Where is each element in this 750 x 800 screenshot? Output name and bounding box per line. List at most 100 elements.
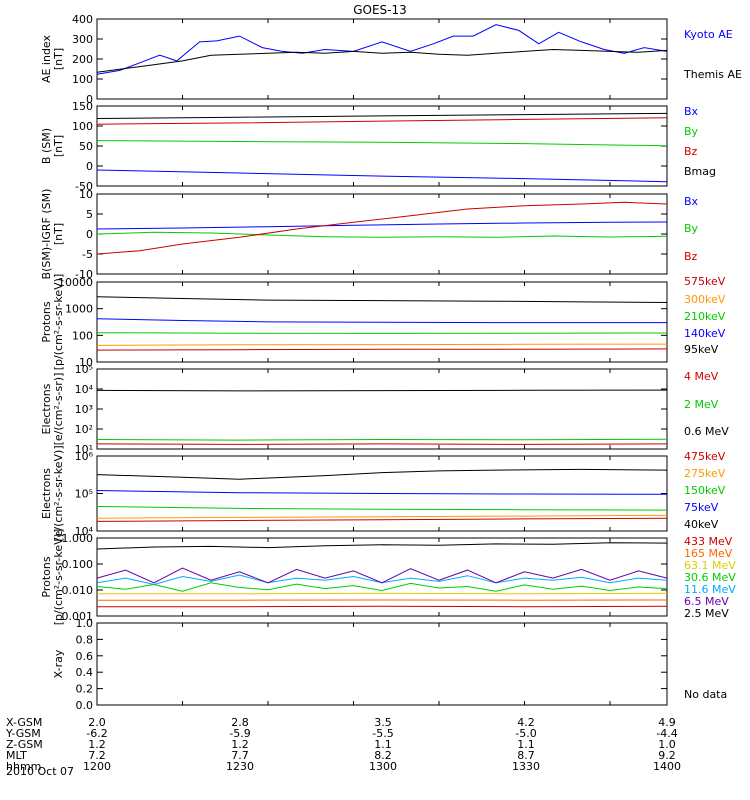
series-line-0-6-mev <box>96 389 668 392</box>
legend-entry: 4 MeV <box>684 370 719 383</box>
y-tick-label: 200 <box>72 53 93 66</box>
legend-entry: Bx <box>684 105 699 118</box>
footer-value: 2.8 <box>231 716 249 729</box>
y-axis-label: [p/(cm²-s-sr-keV)] <box>52 274 65 371</box>
footer-value: 1.2 <box>88 738 106 751</box>
footer-value: 7.2 <box>88 749 106 762</box>
y-tick-label: 0.2 <box>76 683 94 696</box>
series-line-by <box>96 140 668 147</box>
legend-entry: 165 MeV <box>684 547 733 560</box>
legend-entry: 6.5 MeV <box>684 595 729 608</box>
y-tick-label: -10 <box>75 268 93 281</box>
y-tick-label: 10⁴ <box>75 383 94 396</box>
y-tick-label: 50 <box>79 140 93 153</box>
legend-entry: 475keV <box>684 450 726 463</box>
y-tick-label: 1.000 <box>62 532 94 545</box>
footer-row-label: hhmm <box>6 760 41 773</box>
series-line-bx <box>96 221 668 230</box>
series-line-210kev <box>96 332 668 334</box>
legend-entry: 75keV <box>684 501 719 514</box>
y-tick-label: -5 <box>82 248 93 261</box>
series-line-bz <box>96 201 668 255</box>
y-axis-label: X-ray <box>52 649 65 678</box>
series-line-95kev <box>96 296 668 303</box>
y-axis-label: B (SM) <box>40 128 53 164</box>
y-tick-label: 100 <box>72 120 93 133</box>
y-tick-label: 0 <box>86 93 93 106</box>
y-tick-label: 0.6 <box>76 650 94 663</box>
y-axis-label: [e/(cm²-s-sr)] <box>52 373 65 446</box>
panel-frame <box>96 193 668 275</box>
footer-value: 1230 <box>226 760 254 773</box>
series-line-kyoto-ae <box>96 24 668 75</box>
y-tick-label: 10⁶ <box>75 450 94 463</box>
panel-frame <box>96 18 668 100</box>
series-line-bmag <box>96 112 668 119</box>
series-line-30-6-mev <box>96 582 668 592</box>
footer-value: 4.2 <box>517 716 535 729</box>
y-axis-label: Protons <box>40 301 53 342</box>
footer-value: 8.7 <box>517 749 535 762</box>
series-line-6-5-mev <box>96 567 668 584</box>
legend-entry: 30.6 MeV <box>684 571 736 584</box>
y-tick-label: -50 <box>75 180 93 193</box>
y-tick-label: 1.0 <box>76 617 94 630</box>
panel-8: 0.0 0.2 0.4 0.6 0.8 1.0 X-ray <box>52 617 668 712</box>
y-tick-label: 0.100 <box>62 558 94 571</box>
legend-entry: Bz <box>684 250 698 263</box>
series-line-150kev <box>96 506 668 511</box>
legend-entry: 2.5 MeV <box>684 607 729 620</box>
series-line-475kev <box>96 517 668 522</box>
legend-entry: Kyoto AE <box>684 28 733 41</box>
y-tick-label: 0.4 <box>76 666 94 679</box>
legend-entry: 0.6 MeV <box>684 425 729 438</box>
date-label: 2010 Oct 07 <box>6 765 74 778</box>
y-tick-label: 0.001 <box>62 610 94 623</box>
panel-5: 10¹ 10² 10³ 10⁴ 10⁵ Electrons [e/(cm²-s-sr)] 4 … <box>40 363 729 456</box>
footer-value: 8.2 <box>374 749 392 762</box>
footer-value: 1.1 <box>374 738 392 751</box>
legend-entry: 63.1 MeV <box>684 559 736 572</box>
panel-6: 10⁴ 10⁵ 10⁶ Electrons [e/(cm²-s-sr-keV)] 475k… <box>40 445 726 541</box>
y-axis-label: AE index <box>40 34 53 83</box>
panel-frame <box>96 622 668 706</box>
legend-entry: 95keV <box>684 343 719 356</box>
series-line-140kev <box>96 318 667 324</box>
series-line-275kev <box>96 514 668 519</box>
legend-entry: 11.6 MeV <box>684 583 736 596</box>
footer-row-label: X-GSM <box>6 716 42 729</box>
footer-row-label: Z-GSM <box>6 738 43 751</box>
footer-value: 9.2 <box>658 749 676 762</box>
footer-value: -5.5 <box>372 727 393 740</box>
series-line-575kev <box>96 348 668 351</box>
footer-value: 1330 <box>512 760 540 773</box>
series-line-63-1-mev <box>97 592 668 595</box>
y-tick-label: 10² <box>75 423 93 436</box>
footer-value: 1.0 <box>658 738 676 751</box>
legend-entry: Themis AE <box>683 68 742 81</box>
y-tick-label: 0 <box>86 228 93 241</box>
legend-entry: 300keV <box>684 293 726 306</box>
y-tick-label: 400 <box>72 13 93 26</box>
footer-value: -6.2 <box>86 727 107 740</box>
panel-frame <box>96 537 668 617</box>
panel-7: 0.001 0.010 0.100 1.000 Protons [p/(cm²-s-sr-… <box>40 529 736 626</box>
footer-row-label: MLT <box>6 749 27 762</box>
y-tick-label: 100 <box>72 329 93 342</box>
y-tick-label: 10⁵ <box>75 488 93 501</box>
legend-entry: By <box>684 125 699 138</box>
y-tick-label: 10⁵ <box>75 363 93 376</box>
y-axis-label: [p/(cm²-s-sr-keV)] <box>52 529 65 626</box>
footer-value: 1200 <box>83 760 111 773</box>
y-tick-label: 0.010 <box>62 584 94 597</box>
legend-entry: 433 MeV <box>684 535 733 548</box>
panel-frame <box>96 281 668 363</box>
y-tick-label: 0 <box>86 160 93 173</box>
legend-entry: 210keV <box>684 310 726 323</box>
footer-value: 1400 <box>653 760 681 773</box>
series-line-75kev <box>96 490 668 495</box>
y-axis-label: Electrons <box>40 383 53 434</box>
y-axis-label: [nT] <box>52 135 65 157</box>
